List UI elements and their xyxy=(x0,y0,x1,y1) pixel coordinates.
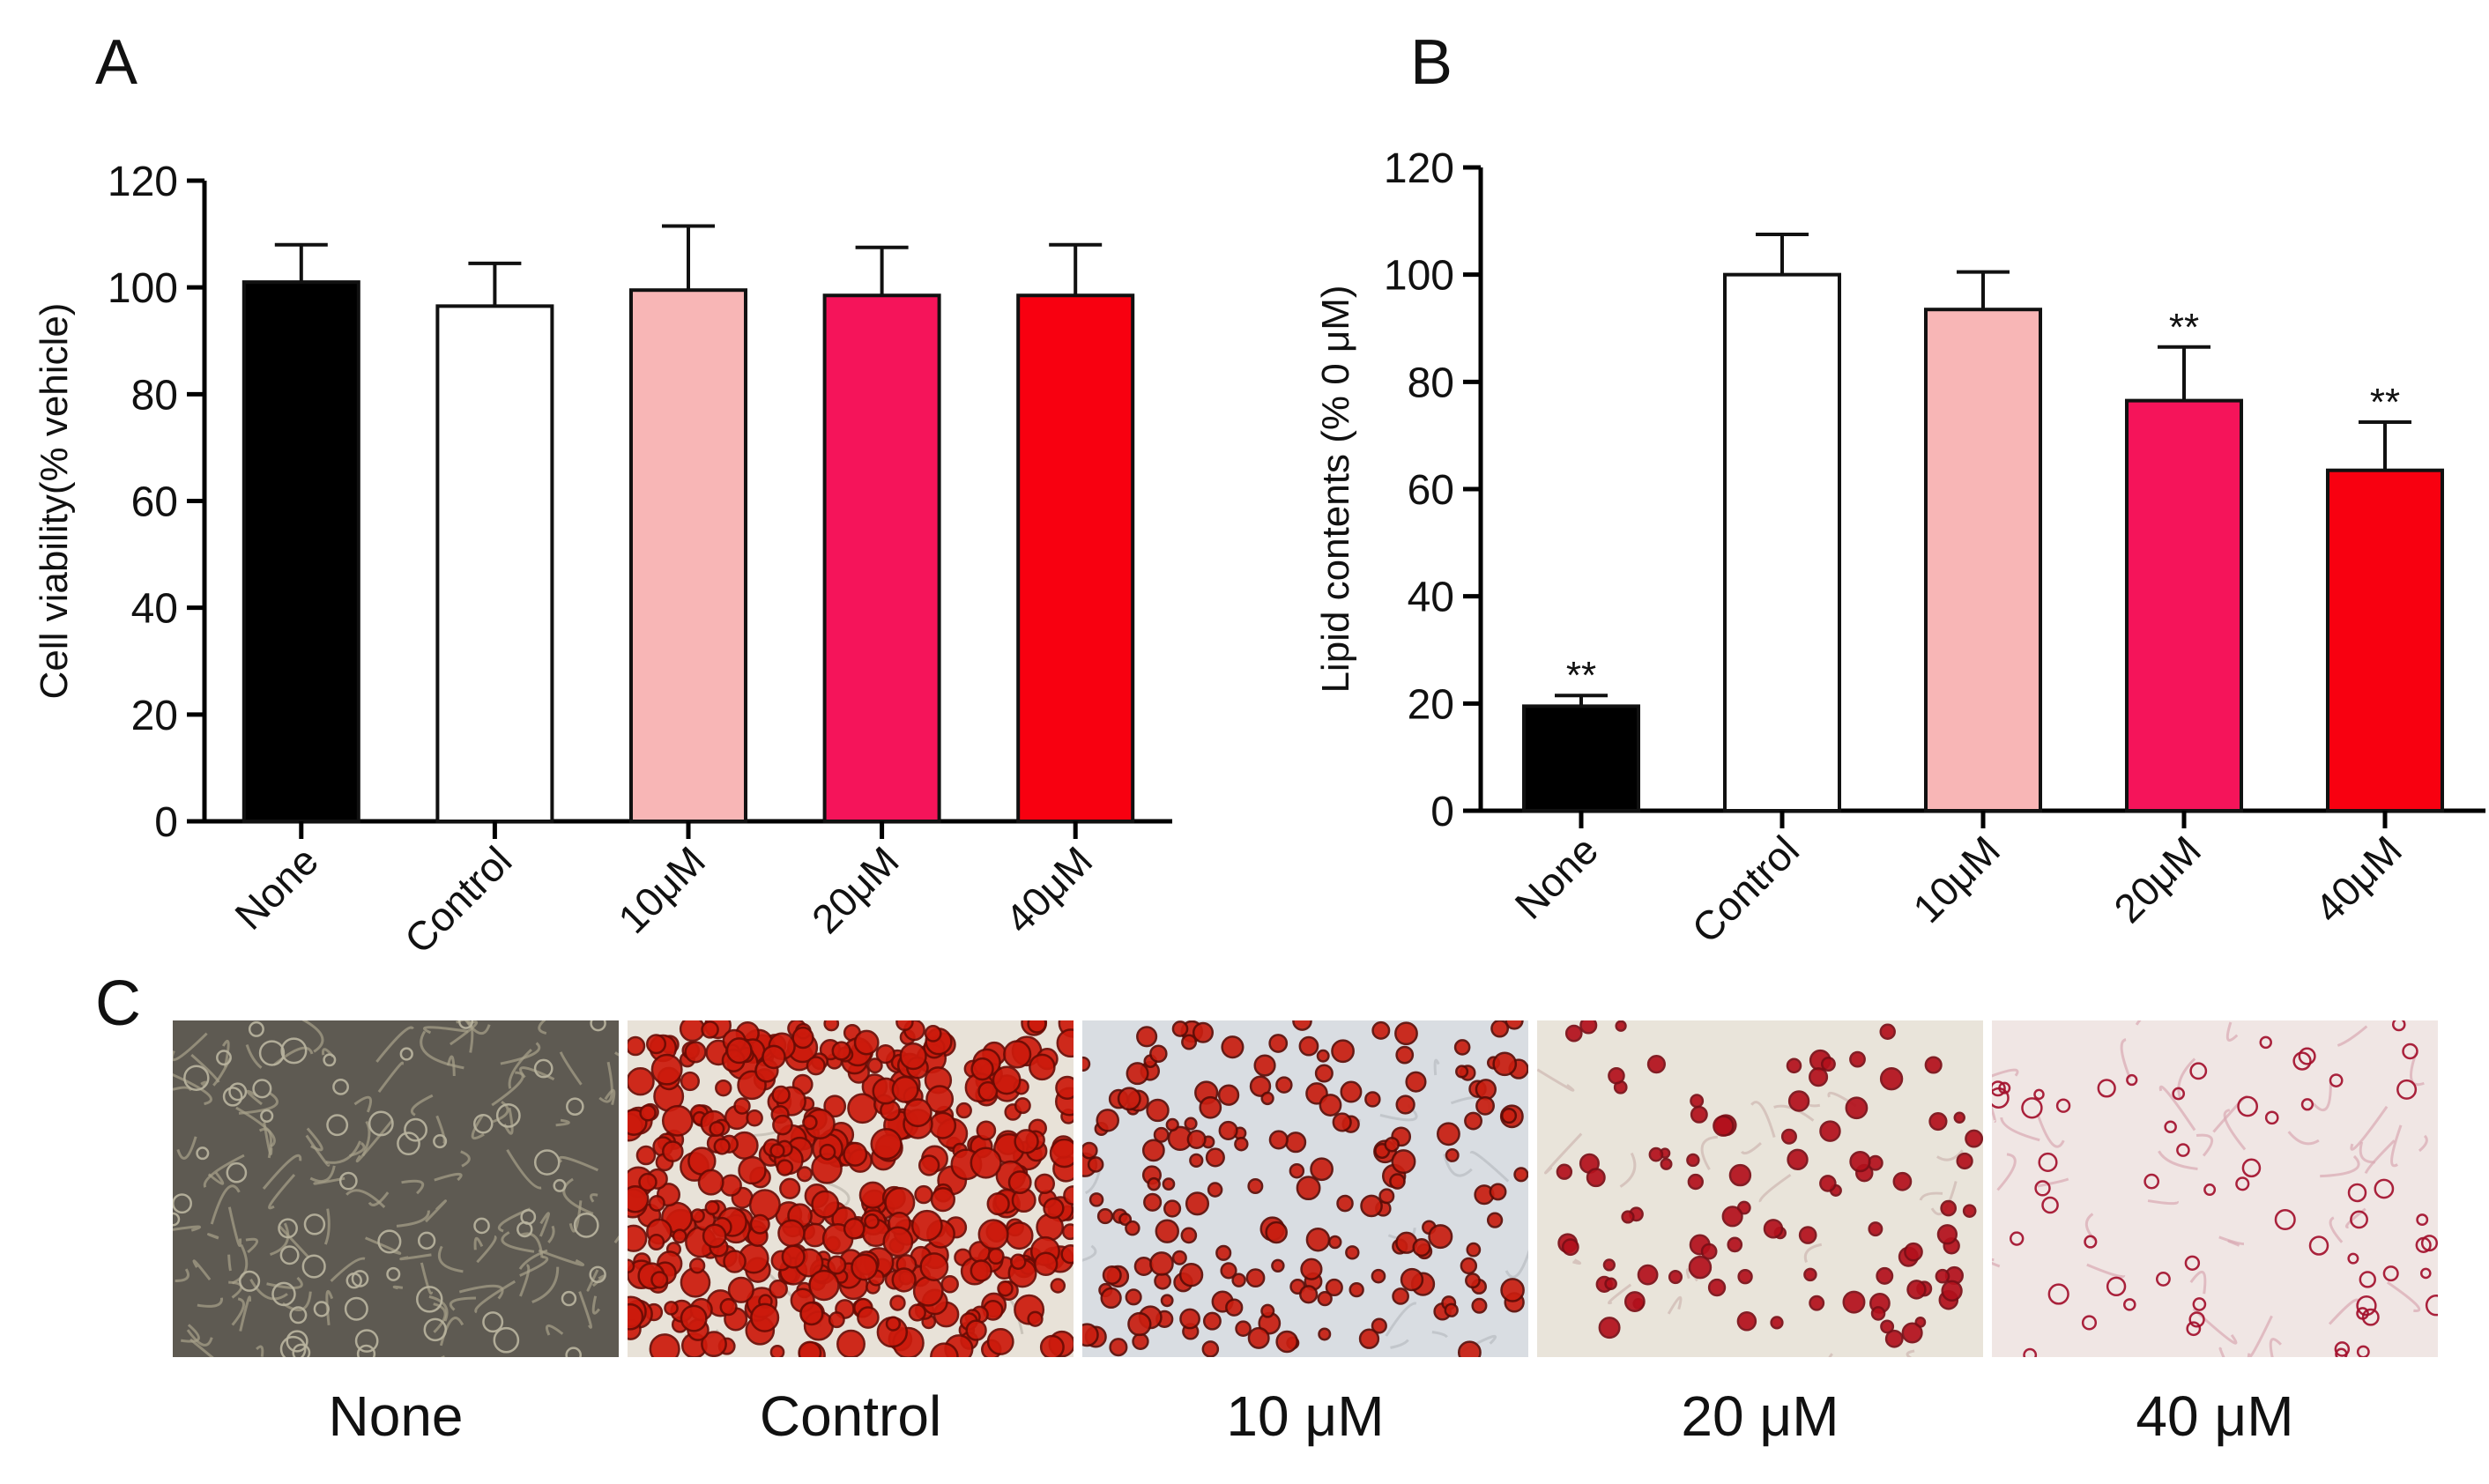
chart-b: 0 20 40 60 80 100 120 Lipid contents (% 0 μM) No… xyxy=(1314,145,2485,952)
micrograph-label-10um: 10 μM xyxy=(1226,1384,1385,1448)
chart-b-category-label: Control xyxy=(1683,827,1808,952)
chart-a-ytick-label: 80 xyxy=(131,372,178,419)
panel-a-letter: A xyxy=(95,27,138,98)
chart-a-ytick-label: 0 xyxy=(154,799,178,846)
chart-b-significance: ** xyxy=(2370,381,2400,424)
micrograph-label-control: Control xyxy=(759,1384,942,1448)
micrograph-label-40um: 40 μM xyxy=(2136,1384,2294,1448)
chart-a-bar-0 xyxy=(241,280,360,823)
chart-a: 0 20 40 60 80 100 120 Cell viability(% vehicle)… xyxy=(33,159,1172,962)
chart-a-ytick-label: 100 xyxy=(108,265,178,312)
chart-b-ytick-label: 60 xyxy=(1408,467,1454,514)
micrograph-10um xyxy=(1082,1020,1528,1357)
chart-a-bar-4 xyxy=(1016,293,1135,824)
chart-b-category-label: 20μM xyxy=(2105,827,2210,931)
chart-b-bar-3 xyxy=(2125,398,2243,812)
chart-b-significance: ** xyxy=(2169,306,2199,349)
micrograph-control xyxy=(628,1020,1074,1357)
chart-a-ytick-label: 40 xyxy=(131,586,178,633)
micrograph-label-20um: 20 μM xyxy=(1681,1384,1839,1448)
chart-a-ytick-label: 20 xyxy=(131,693,178,739)
chart-a-bar-2 xyxy=(629,288,747,823)
chart-b-category-label: None xyxy=(1506,827,1608,928)
chart-a-bar-1 xyxy=(435,304,554,823)
micrograph-none xyxy=(173,1020,619,1357)
chart-a-ytick-label: 120 xyxy=(108,159,178,205)
chart-b-ytick-label: 100 xyxy=(1384,253,1454,300)
chart-b-ytick-label: 80 xyxy=(1408,360,1454,406)
chart-b-ylabel: Lipid contents (% 0 μM) xyxy=(1314,285,1357,693)
chart-a-ytick-label: 60 xyxy=(131,479,178,526)
panel-c-letter: C xyxy=(95,968,141,1039)
chart-b-significance: ** xyxy=(1566,654,1596,697)
chart-b-bar-4 xyxy=(2326,468,2444,812)
chart-a-category-label: Control xyxy=(396,837,521,962)
chart-a-category-label: 20μM xyxy=(803,837,908,942)
micrograph-label-none: None xyxy=(328,1384,464,1448)
micrograph-row xyxy=(173,1020,2464,1357)
chart-b-ytick-label: 40 xyxy=(1408,575,1454,621)
chart-a-category-label: None xyxy=(226,837,327,939)
chart-a-ylabel: Cell viability(% vehicle) xyxy=(33,303,76,700)
chart-b-bar-0 xyxy=(1522,704,1640,812)
chart-a-category-label: 10μM xyxy=(609,837,714,942)
micrograph-20um xyxy=(1537,1020,1983,1357)
micrograph-40um xyxy=(1992,1020,2438,1357)
chart-b-ytick-label: 120 xyxy=(1384,145,1454,192)
chart-b-ytick-label: 20 xyxy=(1408,681,1454,728)
chart-a-bar-3 xyxy=(822,293,941,824)
chart-a-category-label: 40μM xyxy=(996,837,1101,942)
chart-b-bar-2 xyxy=(1924,308,2042,813)
chart-b-category-label: 10μM xyxy=(1904,827,2009,931)
chart-b-ytick-label: 0 xyxy=(1430,789,1454,835)
chart-b-category-label: 40μM xyxy=(2306,827,2411,931)
panel-b-letter: B xyxy=(1410,27,1453,98)
chart-b-bar-1 xyxy=(1723,272,1841,812)
